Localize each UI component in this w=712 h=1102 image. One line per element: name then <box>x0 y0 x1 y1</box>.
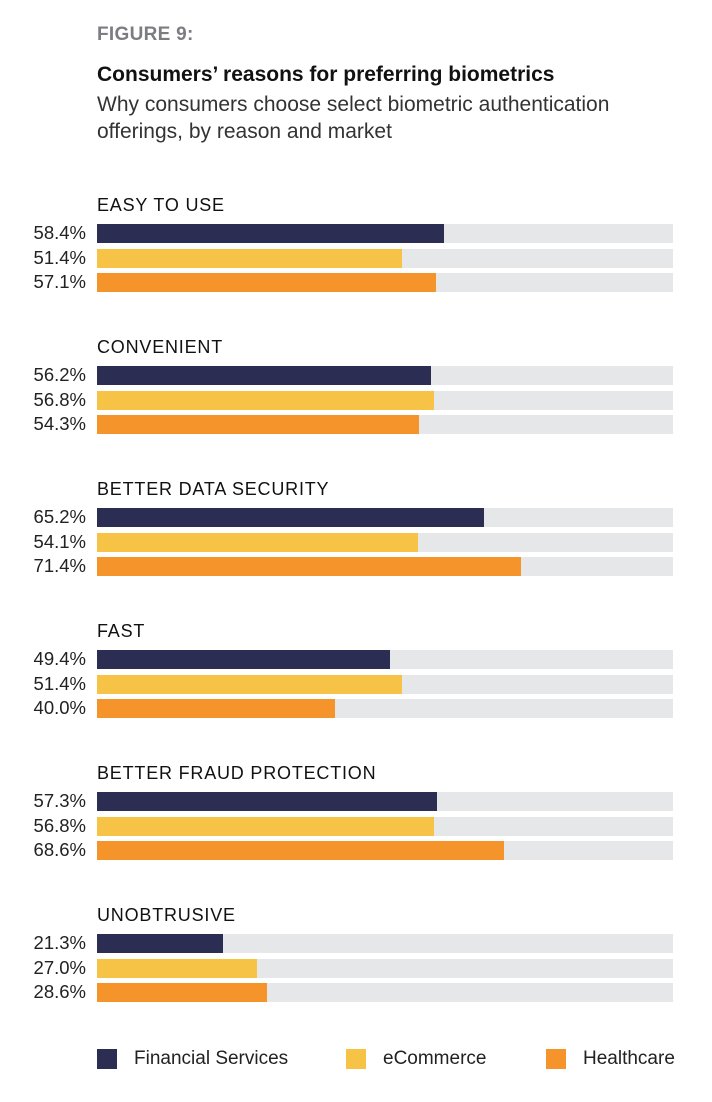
bar <box>97 674 403 694</box>
category-label: BETTER DATA SECURITY <box>97 479 330 499</box>
legend-item: eCommerce <box>346 1048 486 1070</box>
bar <box>97 273 437 292</box>
bar <box>97 983 267 1002</box>
bar-track <box>97 934 673 953</box>
data-label: 56.8% <box>33 814 86 836</box>
data-label: 28.6% <box>33 981 86 1002</box>
bar-row: 28.6% <box>0 981 712 1002</box>
bar-track <box>97 674 673 694</box>
bar-group: FAST 49.4% 51.4% 40.0% <box>0 621 712 741</box>
bar-row: 57.3% <box>0 790 712 811</box>
category-label: FAST <box>97 621 146 641</box>
category-label: EASY TO USE <box>97 195 225 215</box>
bar <box>97 816 435 836</box>
data-label: 57.1% <box>33 271 86 292</box>
bar <box>97 958 258 978</box>
legend-label: Financial Services <box>134 1048 289 1069</box>
bar <box>97 508 485 527</box>
data-label: 56.2% <box>33 364 86 385</box>
bar <box>97 792 438 811</box>
bar-row: 21.3% <box>0 932 712 953</box>
bar-row: 54.3% <box>0 413 712 434</box>
bar-row: 51.4% <box>0 672 712 694</box>
bar-track <box>97 366 673 385</box>
bar <box>97 699 335 718</box>
bar <box>97 841 505 860</box>
category-label: UNOBTRUSIVE <box>97 905 236 925</box>
bar-track <box>97 508 673 527</box>
bar <box>97 557 521 576</box>
bar <box>97 248 403 268</box>
data-label: 27.0% <box>33 956 86 978</box>
bar <box>97 532 419 552</box>
data-label: 56.8% <box>33 388 86 410</box>
category-label: CONVENIENT <box>97 337 224 357</box>
legend-swatch <box>546 1049 566 1069</box>
bar <box>97 390 435 410</box>
bar-group: BETTER FRAUD PROTECTION 57.3% 56.8% 68.6% <box>0 763 712 883</box>
bar-track <box>97 390 673 410</box>
bar-track <box>97 816 673 836</box>
data-label: 57.3% <box>33 790 86 811</box>
bar-row: 57.1% <box>0 271 712 292</box>
data-label: 51.4% <box>33 246 86 268</box>
data-label: 65.2% <box>33 506 86 527</box>
bar-row: 27.0% <box>0 956 712 978</box>
bar-group: EASY TO USE 58.4% 51.4% 57.1% <box>0 195 712 315</box>
legend-swatch <box>97 1049 117 1069</box>
legend-item: Healthcare <box>546 1048 675 1070</box>
bar-group: CONVENIENT 56.2% 56.8% 54.3% <box>0 337 712 457</box>
bar-track <box>97 248 673 268</box>
bar-track <box>97 532 673 552</box>
data-label: 40.0% <box>33 697 86 718</box>
bar-row: 56.8% <box>0 814 712 836</box>
bar <box>97 934 224 953</box>
chart-title: Consumers’ reasons for preferring biomet… <box>97 63 555 86</box>
legend-swatch <box>346 1049 366 1069</box>
bar-track <box>97 224 673 243</box>
bar-track <box>97 415 673 434</box>
chart-subtitle: Why consumers choose select biometric au… <box>97 93 610 143</box>
bar-track <box>97 792 673 811</box>
bar-group: BETTER DATA SECURITY 65.2% 54.1% 71.4% <box>0 479 712 599</box>
bar-track <box>97 557 673 576</box>
bar-track <box>97 841 673 860</box>
bar-row: 56.8% <box>0 388 712 410</box>
bar-track <box>97 699 673 718</box>
legend-item: Financial Services <box>97 1048 288 1070</box>
data-label: 49.4% <box>33 648 86 669</box>
bar-row: 71.4% <box>0 555 712 576</box>
data-label: 58.4% <box>33 222 86 243</box>
bar-track <box>97 958 673 978</box>
bar <box>97 224 444 243</box>
bar-row: 54.1% <box>0 530 712 552</box>
bar-group: UNOBTRUSIVE 21.3% 27.0% 28.6% <box>0 905 712 1025</box>
data-label: 21.3% <box>33 932 86 953</box>
bar-row: 58.4% <box>0 222 712 243</box>
figure-label: FIGURE 9: <box>97 24 194 45</box>
bar-row: 56.2% <box>0 364 712 385</box>
data-label: 68.6% <box>33 839 86 860</box>
data-label: 54.3% <box>33 413 86 434</box>
bar-row: 68.6% <box>0 839 712 860</box>
bar-track <box>97 650 673 669</box>
bar <box>97 650 391 669</box>
bar <box>97 366 431 385</box>
data-label: 54.1% <box>33 530 86 552</box>
bar-row: 51.4% <box>0 246 712 268</box>
legend-label: eCommerce <box>383 1048 487 1069</box>
data-label: 51.4% <box>33 672 86 694</box>
bar-row: 49.4% <box>0 648 712 669</box>
data-label: 71.4% <box>33 555 86 576</box>
bar-track <box>97 983 673 1002</box>
bar <box>97 415 420 434</box>
bar-track <box>97 273 673 292</box>
bar-row: 40.0% <box>0 697 712 718</box>
bar-row: 65.2% <box>0 506 712 527</box>
legend-label: Healthcare <box>583 1048 675 1069</box>
category-label: BETTER FRAUD PROTECTION <box>97 763 377 783</box>
legend: Financial Services eCommerce Healthcare <box>0 1048 712 1074</box>
